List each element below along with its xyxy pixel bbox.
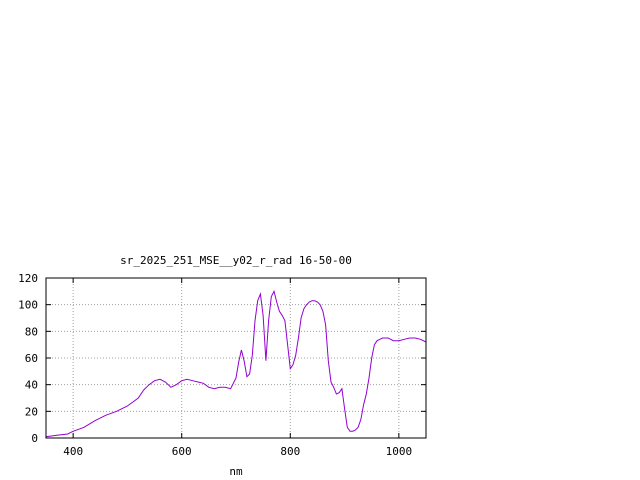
x-tick-label: 600 <box>172 445 192 458</box>
y-tick-label: 0 <box>31 432 38 445</box>
x-tick-label: 800 <box>280 445 300 458</box>
x-axis-label: nm <box>229 465 243 478</box>
tick-labels: 0 20 40 60 80 100 120 400 600 800 1000 <box>18 272 412 458</box>
series-line <box>45 289 427 438</box>
x-tick-label: 400 <box>63 445 83 458</box>
y-tick-label: 100 <box>18 299 38 312</box>
plot-frame <box>45 277 427 439</box>
grid-lines <box>46 278 426 438</box>
x-tick-label: 1000 <box>386 445 413 458</box>
chart-title: sr_2025_251_MSE__y02_r_rad 16-50-00 <box>120 254 352 267</box>
y-tick-label: 80 <box>25 325 38 338</box>
y-tick-label: 60 <box>25 352 38 365</box>
y-tick-label: 40 <box>25 379 38 392</box>
y-tick-label: 120 <box>18 272 38 285</box>
y-tick-label: 20 <box>25 405 38 418</box>
